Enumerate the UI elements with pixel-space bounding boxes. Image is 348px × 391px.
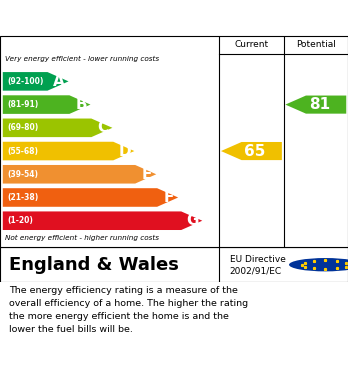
Polygon shape [3, 95, 90, 114]
Text: G: G [187, 213, 199, 228]
Text: (92-100): (92-100) [7, 77, 44, 86]
Polygon shape [3, 188, 178, 207]
Text: (69-80): (69-80) [7, 123, 38, 132]
Text: B: B [75, 97, 87, 112]
Text: F: F [164, 190, 174, 205]
Text: (1-20): (1-20) [7, 216, 33, 225]
Text: Potential: Potential [296, 40, 336, 49]
Text: The energy efficiency rating is a measure of the
overall efficiency of a home. T: The energy efficiency rating is a measur… [9, 285, 248, 334]
Polygon shape [3, 142, 134, 160]
Polygon shape [3, 165, 156, 183]
Text: A: A [53, 74, 65, 89]
Polygon shape [3, 118, 112, 137]
Text: 81: 81 [309, 97, 330, 112]
Text: 2002/91/EC: 2002/91/EC [230, 267, 282, 276]
Polygon shape [3, 212, 202, 230]
Polygon shape [285, 95, 346, 114]
Polygon shape [221, 142, 282, 160]
Polygon shape [3, 72, 69, 91]
Ellipse shape [289, 258, 348, 271]
Text: Current: Current [234, 40, 269, 49]
Text: Not energy efficient - higher running costs: Not energy efficient - higher running co… [5, 235, 159, 240]
Text: (21-38): (21-38) [7, 193, 38, 202]
Text: Very energy efficient - lower running costs: Very energy efficient - lower running co… [5, 56, 159, 62]
Text: C: C [97, 120, 109, 135]
Text: (55-68): (55-68) [7, 147, 38, 156]
Text: D: D [119, 143, 131, 158]
Text: England & Wales: England & Wales [9, 256, 179, 274]
Text: EU Directive: EU Directive [230, 255, 286, 264]
Text: (39-54): (39-54) [7, 170, 38, 179]
Text: 65: 65 [244, 143, 266, 158]
Text: (81-91): (81-91) [7, 100, 38, 109]
Text: Energy Efficiency Rating: Energy Efficiency Rating [9, 9, 238, 27]
Text: E: E [142, 167, 152, 182]
